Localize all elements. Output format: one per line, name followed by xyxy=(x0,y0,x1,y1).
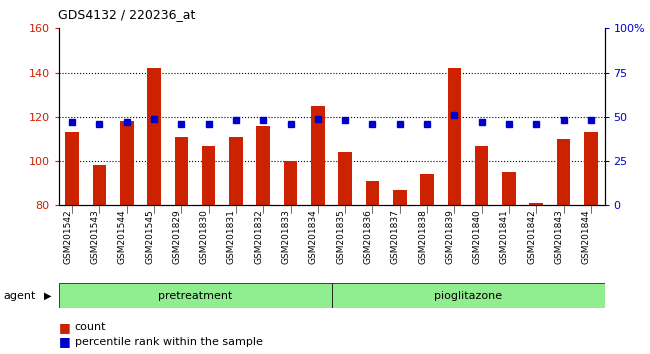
Text: GSM201832: GSM201832 xyxy=(254,209,263,264)
Bar xyxy=(65,132,79,205)
Text: ■: ■ xyxy=(58,335,70,348)
Text: GDS4132 / 220236_at: GDS4132 / 220236_at xyxy=(58,8,196,21)
Text: percentile rank within the sample: percentile rank within the sample xyxy=(75,337,263,347)
Text: GSM201835: GSM201835 xyxy=(336,209,345,264)
Bar xyxy=(332,283,604,308)
Bar xyxy=(202,145,216,205)
Text: GSM201543: GSM201543 xyxy=(90,209,99,264)
Text: GSM201840: GSM201840 xyxy=(473,209,482,264)
Text: GSM201830: GSM201830 xyxy=(200,209,209,264)
Text: pioglitazone: pioglitazone xyxy=(434,291,502,301)
Bar xyxy=(556,139,571,205)
Text: ■: ■ xyxy=(58,321,70,334)
Text: ▶: ▶ xyxy=(44,291,52,301)
Bar xyxy=(256,126,270,205)
Bar xyxy=(502,172,516,205)
Text: GSM201836: GSM201836 xyxy=(363,209,372,264)
Text: GSM201542: GSM201542 xyxy=(63,209,72,264)
Text: pretreatment: pretreatment xyxy=(158,291,232,301)
Bar xyxy=(284,161,298,205)
Bar xyxy=(447,68,461,205)
Text: GSM201834: GSM201834 xyxy=(309,209,318,264)
Text: GSM201844: GSM201844 xyxy=(582,209,591,264)
Text: GSM201837: GSM201837 xyxy=(391,209,400,264)
Text: GSM201545: GSM201545 xyxy=(145,209,154,264)
Bar xyxy=(421,175,434,205)
Text: GSM201831: GSM201831 xyxy=(227,209,236,264)
Text: GSM201544: GSM201544 xyxy=(118,209,127,264)
Bar xyxy=(365,181,380,205)
Text: GSM201843: GSM201843 xyxy=(554,209,564,264)
Bar xyxy=(58,283,332,308)
Text: GSM201829: GSM201829 xyxy=(172,209,181,264)
Bar xyxy=(474,145,489,205)
Bar xyxy=(393,190,407,205)
Text: GSM201833: GSM201833 xyxy=(281,209,291,264)
Bar xyxy=(229,137,243,205)
Bar xyxy=(584,132,598,205)
Text: agent: agent xyxy=(3,291,36,301)
Text: GSM201841: GSM201841 xyxy=(500,209,509,264)
Text: GSM201839: GSM201839 xyxy=(445,209,454,264)
Bar xyxy=(174,137,188,205)
Bar xyxy=(530,203,543,205)
Bar xyxy=(339,152,352,205)
Bar xyxy=(148,68,161,205)
Text: count: count xyxy=(75,322,106,332)
Text: GSM201842: GSM201842 xyxy=(527,209,536,264)
Bar xyxy=(120,121,134,205)
Bar xyxy=(311,106,324,205)
Bar xyxy=(92,166,107,205)
Text: GSM201838: GSM201838 xyxy=(418,209,427,264)
